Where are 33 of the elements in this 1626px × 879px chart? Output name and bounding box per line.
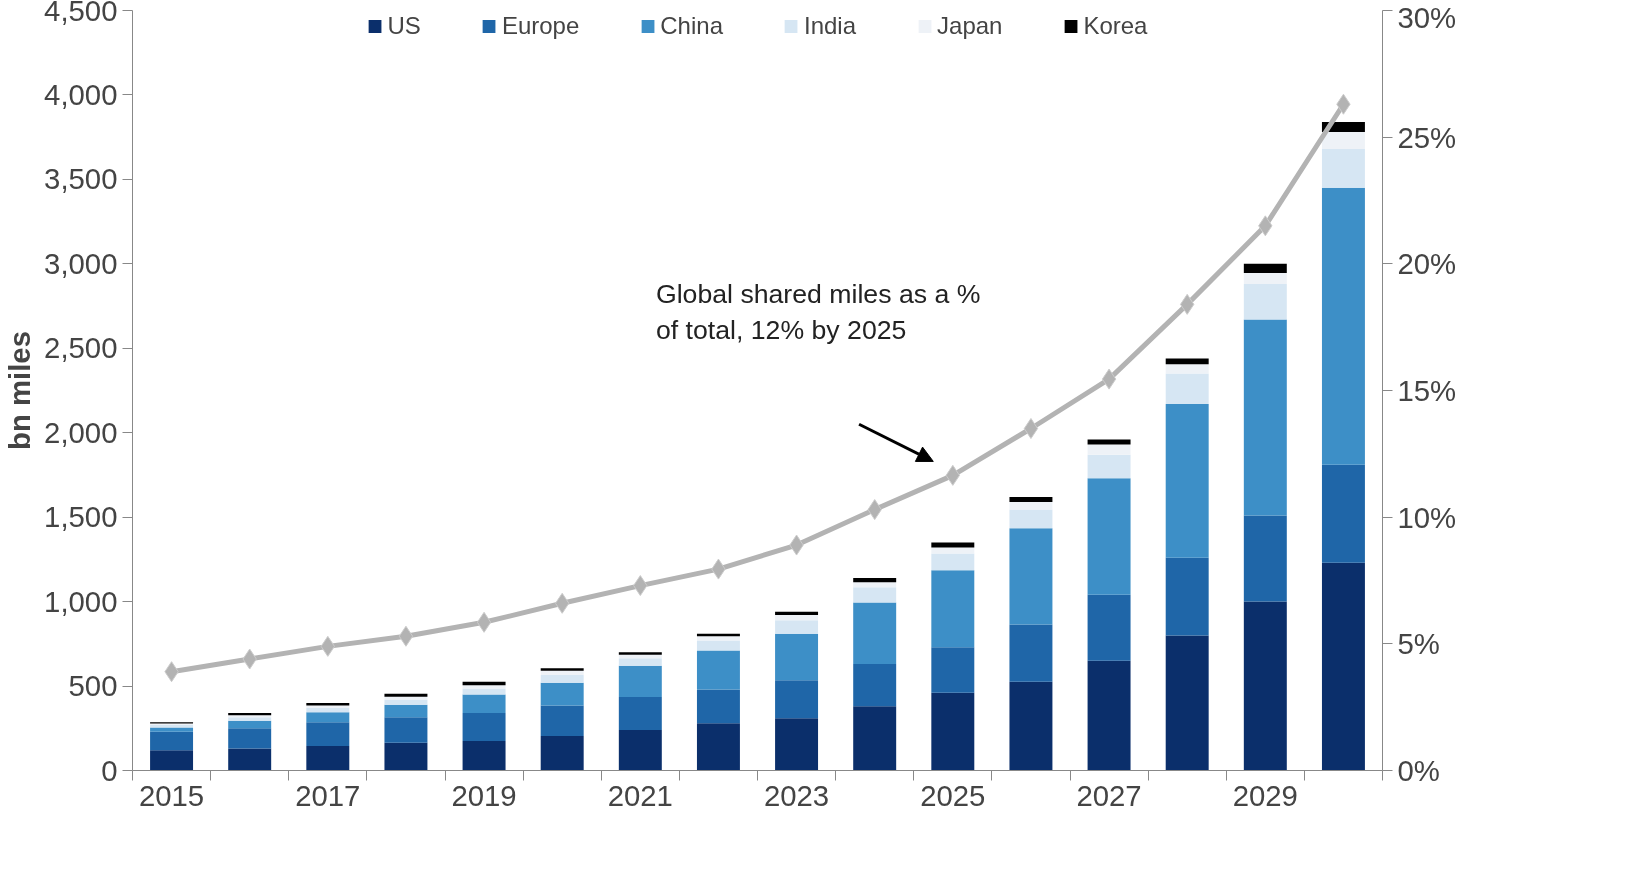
y-tick-label: 3,500 [44,162,118,196]
y-tick-label: 0 [101,753,118,787]
x-tick-label: 2019 [451,778,517,812]
x-tick-label: 2023 [763,778,830,812]
legend-label: Korea [1083,12,1148,40]
legend-label: US [387,12,421,40]
legend-label: China [660,12,723,40]
y2-tick-label: 15% [1397,374,1457,407]
y-tick-label: 500 [68,669,118,703]
y-tick-label: 4,000 [44,77,118,111]
y2-tick-label: 20% [1397,247,1457,281]
legend-label: Europe [501,12,580,40]
x-tick-label: 2015 [138,778,205,812]
y2-tick-label: 5% [1397,627,1440,661]
legend-label: India [803,12,857,40]
y-tick-label: 1,000 [44,584,118,618]
x-tick-label: 2025 [920,778,986,812]
y-tick-label: 4,500 [44,0,118,27]
annotation: Global shared miles as a % of total, 12% by 2025 [655,278,981,345]
y2-tick-label: 0% [1397,754,1440,787]
y-tick-label: 2,500 [44,331,118,365]
y2-tick-label: 30% [1397,0,1457,34]
y-tick-label: 2,000 [44,415,118,449]
x-tick-label: 2029 [1232,778,1298,812]
x-tick-label: 2021 [607,778,673,812]
y-tick-label: 3,000 [44,246,118,280]
legend-label: Japan [937,12,1003,40]
y2-tick-label: 10% [1397,500,1457,534]
y-tick-label: 1,500 [44,500,118,534]
x-tick-label: 2027 [1076,778,1142,812]
y-axis-title: bn miles [3,331,37,450]
x-tick-label: 2017 [295,778,361,812]
y2-tick-label: 25% [1397,120,1457,154]
